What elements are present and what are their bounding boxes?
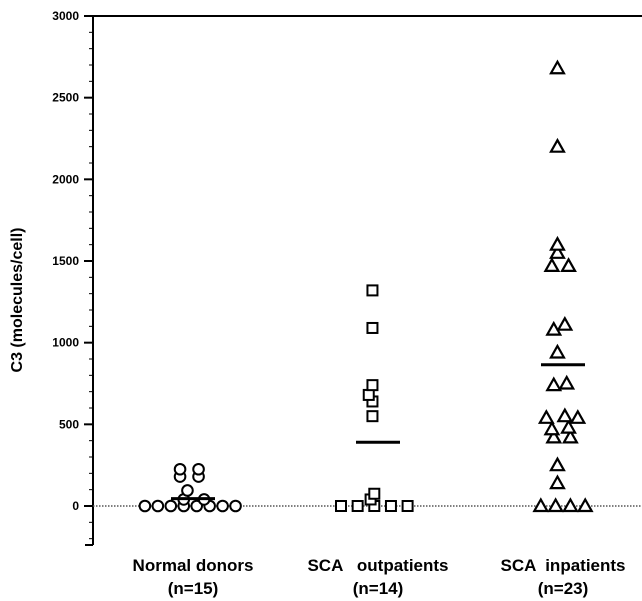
y-tick-label: 2500: [52, 91, 79, 105]
data-point-triangle: [549, 474, 566, 490]
y-tick-label: 0: [72, 499, 79, 513]
data-point-triangle: [549, 456, 566, 472]
data-point-triangle: [543, 257, 561, 272]
y-axis-title: C3 (molecules/cell): [9, 228, 26, 373]
data-point-triangle: [562, 428, 579, 444]
data-point-triangle: [537, 409, 555, 424]
data-point-triangle: [549, 343, 566, 359]
y-tick-label: 2000: [52, 172, 79, 186]
data-point-triangle: [558, 374, 576, 390]
data-point-square: [335, 500, 347, 512]
data-point-triangle: [545, 376, 563, 392]
data-point-square: [368, 487, 381, 500]
data-point-triangle: [543, 420, 561, 436]
data-point-circle: [173, 462, 187, 476]
data-point-square: [366, 284, 379, 297]
data-point-triangle: [560, 418, 577, 434]
data-point-square: [366, 410, 379, 423]
data-point-circle: [164, 499, 178, 513]
data-point-triangle: [547, 497, 564, 513]
category-count-label: (n=15): [168, 579, 219, 598]
data-point-triangle: [549, 235, 566, 251]
y-tick-label: 1500: [52, 254, 79, 268]
data-point-square: [366, 379, 379, 392]
data-point-square: [351, 500, 364, 512]
data-point-circle: [229, 499, 242, 513]
data-point-triangle: [545, 320, 563, 336]
category-count-label: (n=14): [353, 579, 404, 598]
data-point-triangle: [549, 244, 566, 259]
data-point-triangle: [562, 497, 579, 513]
data-point-square: [384, 500, 397, 512]
category-count-label: (n=23): [538, 579, 589, 598]
category-labels: Normal donors (n=15) SCA outpatients (n=14)…: [133, 556, 626, 598]
data-point-triangle: [556, 407, 574, 423]
data-point-triangle: [549, 137, 566, 153]
data-point-square: [401, 500, 414, 512]
data-point-triangle: [556, 315, 574, 331]
data-point-circle: [151, 499, 165, 513]
data-point-triangle: [576, 497, 594, 513]
data-point-circle: [216, 499, 229, 513]
category-label: SCA inpatients: [501, 556, 626, 575]
data-point-circle: [181, 484, 194, 497]
data-point-square: [366, 321, 379, 334]
y-tick-label: 500: [59, 417, 79, 431]
data-point-circle: [192, 462, 205, 476]
y-tick-label: 1000: [52, 336, 79, 350]
data-point-triangle: [545, 428, 563, 444]
category-label: Normal donors: [133, 556, 254, 575]
data-point-circle: [138, 499, 152, 513]
marks-layer: [138, 59, 594, 513]
data-point-triangle: [549, 59, 566, 75]
data-point-square: [362, 388, 375, 401]
data-point-triangle: [560, 257, 577, 272]
category-label: SCA outpatients: [307, 556, 448, 575]
data-point-triangle: [569, 409, 587, 424]
y-tick-label: 3000: [52, 9, 79, 23]
data-point-triangle: [532, 497, 550, 513]
